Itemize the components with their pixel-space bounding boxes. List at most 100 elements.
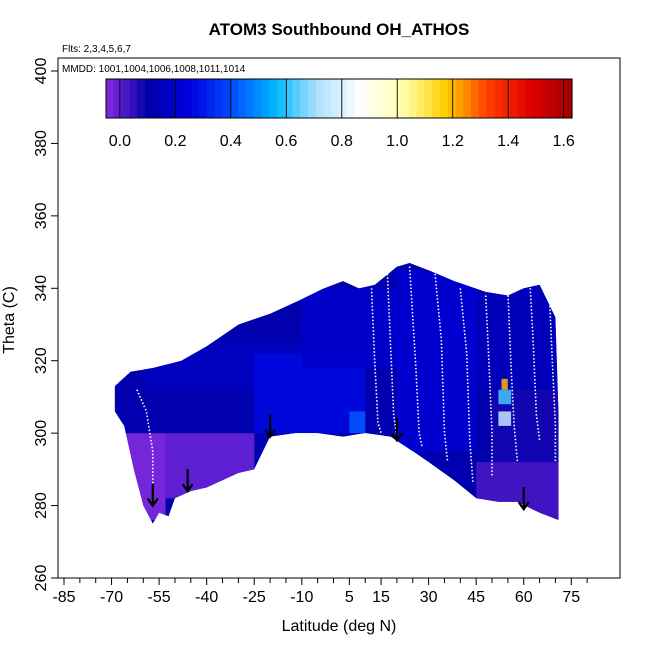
colorbar-segment xyxy=(463,79,472,118)
colorbar-segment xyxy=(269,79,278,118)
profile-trace xyxy=(484,295,493,477)
colorbar-segment xyxy=(455,79,464,118)
colorbar-tick-label: 1.0 xyxy=(386,133,408,150)
colorbar-segment xyxy=(471,79,480,118)
colorbar-segment xyxy=(564,79,573,118)
colorbar-segment xyxy=(214,79,224,118)
data-region xyxy=(301,288,397,368)
colorbar-segment xyxy=(315,79,325,118)
colorbar-tick-label: 0.6 xyxy=(275,133,297,150)
y-tick-label: 300 xyxy=(33,420,50,447)
colorbar-segment xyxy=(556,79,565,118)
colorbar: 0.0 0.2 0.4 0.6 0.8 1.0 1.2 1.4 1.6 xyxy=(105,78,575,150)
colorbar-segment xyxy=(525,79,534,118)
colorbar-segment xyxy=(416,79,426,118)
data-region xyxy=(117,389,255,434)
plot-frame xyxy=(57,57,621,579)
colorbar-segment xyxy=(401,79,410,118)
y-tick-label: 280 xyxy=(33,492,50,519)
colorbar-segment xyxy=(478,79,488,118)
y-tick-label: 260 xyxy=(33,565,50,592)
colorbar-segment xyxy=(284,79,293,118)
profile-trace xyxy=(370,288,382,434)
colorbar-segment xyxy=(199,79,208,118)
profile-trace xyxy=(459,288,474,484)
data-region xyxy=(498,411,512,426)
colorbar-segment xyxy=(121,79,130,118)
colorbar-tick-label: 1.2 xyxy=(442,133,464,150)
colorbar-segment xyxy=(113,79,123,118)
colorbar-segment xyxy=(206,79,216,118)
colorbar-segment xyxy=(377,79,387,118)
colorbar-segment xyxy=(160,79,169,118)
data-region xyxy=(501,378,508,390)
colorbar-segment xyxy=(424,79,433,118)
colorbar-segment xyxy=(245,79,255,118)
colorbar-segment xyxy=(292,79,301,118)
colorbar-segment xyxy=(486,79,495,118)
profile-trace xyxy=(507,291,519,463)
y-axis: 260 280 300 320 340 360 380 400 xyxy=(33,58,58,592)
colorbar-segment xyxy=(502,79,511,118)
colorbar-segment xyxy=(152,79,161,118)
x-tick-label: 5 xyxy=(345,589,354,606)
flights-annotation: Flts: 2,3,4,5,6,7 xyxy=(62,44,131,55)
colorbar-segment xyxy=(533,79,542,118)
colorbar-segment xyxy=(175,79,185,118)
x-tick-label: -10 xyxy=(290,589,313,606)
data-region xyxy=(476,462,559,520)
colorbar-segment xyxy=(238,79,247,118)
x-tick-label: -85 xyxy=(52,589,75,606)
profile-trace xyxy=(548,288,557,463)
colorbar-segment xyxy=(494,79,503,118)
y-tick-label: 340 xyxy=(33,275,50,302)
y-tick-label: 380 xyxy=(33,130,50,157)
data-region xyxy=(165,433,255,499)
down-arrow-icon xyxy=(264,414,276,439)
x-tick-label: 60 xyxy=(515,589,533,606)
colorbar-segment xyxy=(230,79,239,118)
profile-trace xyxy=(529,284,541,441)
data-region xyxy=(396,270,477,452)
data-region xyxy=(476,284,559,390)
x-tick-label: 15 xyxy=(372,589,390,606)
y-tick-label: 400 xyxy=(33,58,50,85)
data-region xyxy=(117,433,166,520)
down-arrow-icon xyxy=(517,487,530,512)
colorbar-segment xyxy=(168,79,177,118)
colorbar-tick-label: 0.0 xyxy=(109,133,131,150)
x-tick-label: -40 xyxy=(195,589,218,606)
x-tick-label: 45 xyxy=(467,589,485,606)
profile-traces xyxy=(136,266,557,499)
data-region xyxy=(349,411,366,434)
x-axis: -85 -70 -55 -40 -25 -10 5 15 30 45 60 75 xyxy=(52,578,588,606)
down-arrow-icon xyxy=(391,418,403,443)
arrows xyxy=(146,414,530,512)
colorbar-segment xyxy=(509,79,519,118)
colorbar-segment xyxy=(300,79,309,118)
colorbar-segment xyxy=(106,79,115,118)
colorbar-segment xyxy=(370,79,379,118)
data-field xyxy=(114,262,559,524)
colorbar-segment xyxy=(222,79,231,118)
colorbar-segment xyxy=(331,79,340,118)
dates-annotation: MMDD: 1001,1004,1006,1008,1011,1014 xyxy=(62,64,246,75)
colorbar-segment xyxy=(307,79,317,118)
colorbar-segment xyxy=(408,79,418,118)
colorbar-segment xyxy=(339,79,348,118)
colorbar-segment xyxy=(439,79,449,118)
colorbar-segment xyxy=(517,79,526,118)
colorbar-segment xyxy=(548,79,558,118)
data-region xyxy=(498,389,512,405)
y-tick-label: 320 xyxy=(33,347,50,374)
x-axis-label: Latitude (deg N) xyxy=(282,618,397,635)
colorbar-segment xyxy=(432,79,441,118)
colorbar-tick-label: 0.8 xyxy=(331,133,353,150)
colorbar-segment xyxy=(144,79,154,118)
colorbar-segment xyxy=(191,79,200,118)
colorbar-tick-label: 0.2 xyxy=(164,133,186,150)
colorbar-segment xyxy=(183,79,193,118)
colorbar-segment xyxy=(323,79,332,118)
colorbar-segment xyxy=(447,79,457,118)
